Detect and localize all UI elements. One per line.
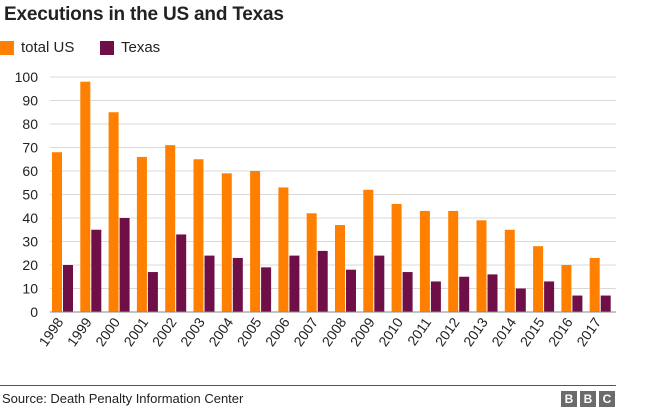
- y-tick-label: 80: [22, 116, 38, 132]
- x-tick-label: 1999: [64, 314, 95, 349]
- x-tick-label: 2016: [545, 314, 576, 349]
- bar-total-us: [589, 257, 600, 312]
- x-tick-label: 2006: [262, 314, 293, 349]
- x-tick-label: 2010: [375, 314, 406, 349]
- y-tick-label: 90: [22, 93, 38, 109]
- bar-chart: 0102030405060708090100199819992000200120…: [15, 69, 616, 349]
- bbc-logo-letter: B: [561, 391, 577, 407]
- x-tick-label: 2015: [517, 314, 548, 349]
- x-tick-label: 2014: [488, 314, 519, 349]
- bar-total-us: [448, 210, 459, 312]
- bar-texas: [289, 255, 300, 312]
- bar-texas: [487, 274, 498, 312]
- x-tick-label: 1998: [35, 314, 66, 349]
- chart-title: Executions in the US and Texas: [4, 4, 284, 25]
- x-tick-label: 2000: [92, 314, 123, 349]
- bar-texas: [63, 265, 73, 312]
- bar-total-us: [278, 187, 289, 312]
- bar-texas: [459, 276, 470, 312]
- x-tick-label: 2003: [177, 314, 208, 349]
- bbc-logo-letter: C: [599, 391, 615, 407]
- x-tick-label: 2017: [573, 314, 604, 349]
- y-tick-label: 30: [22, 234, 38, 250]
- x-tick-label: 2002: [149, 314, 180, 349]
- y-tick-label: 100: [15, 69, 39, 85]
- bar-total-us: [108, 112, 119, 312]
- bar-total-us: [306, 213, 317, 312]
- bbc-logo: B B C: [561, 391, 615, 407]
- y-tick-label: 40: [22, 210, 38, 226]
- x-tick-label: 2007: [290, 314, 321, 349]
- bar-total-us: [363, 189, 374, 312]
- x-tick-label: 2012: [432, 314, 463, 349]
- bar-total-us: [391, 203, 402, 312]
- bar-total-us: [193, 159, 204, 312]
- bar-total-us: [533, 246, 544, 312]
- x-tick-label: 2004: [205, 314, 236, 349]
- bar-texas: [430, 281, 441, 312]
- bar-texas: [572, 295, 583, 312]
- bar-texas: [176, 234, 187, 312]
- bar-texas: [232, 257, 243, 312]
- bar-total-us: [419, 210, 430, 312]
- y-tick-label: 50: [22, 187, 38, 203]
- bar-total-us: [504, 229, 515, 312]
- legend-label-texas: Texas: [121, 39, 161, 56]
- bar-texas: [147, 272, 158, 312]
- legend-item-total-us: total US: [0, 39, 74, 56]
- bar-texas: [600, 295, 611, 312]
- x-tick-label: 2011: [404, 314, 434, 348]
- legend-swatch-total-us: [0, 40, 14, 55]
- footer-divider: [0, 385, 616, 386]
- y-tick-label: 20: [22, 257, 38, 273]
- legend-label-total-us: total US: [21, 39, 75, 56]
- bar-texas: [119, 218, 130, 312]
- x-tick-label: 2008: [318, 314, 349, 349]
- bar-total-us: [335, 225, 345, 312]
- y-tick-label: 60: [22, 163, 38, 179]
- bar-texas: [402, 272, 413, 312]
- legend-item-texas: Texas: [100, 39, 160, 56]
- bar-texas: [204, 255, 215, 312]
- bar-texas: [544, 281, 555, 312]
- x-tick-label: 2001: [120, 314, 151, 349]
- y-tick-label: 70: [22, 140, 38, 156]
- bar-texas: [374, 255, 385, 312]
- bbc-logo-letter: B: [580, 391, 596, 407]
- bar-texas: [261, 267, 272, 312]
- bar-texas: [346, 269, 356, 312]
- bar-total-us: [80, 81, 91, 312]
- bar-texas: [515, 288, 526, 312]
- legend-swatch-texas: [100, 40, 114, 55]
- bar-total-us: [52, 152, 62, 312]
- source-note: Source: Death Penalty Information Center: [2, 391, 244, 406]
- bar-texas: [91, 229, 102, 312]
- bar-total-us: [250, 171, 261, 312]
- x-tick-label: 2013: [460, 314, 491, 349]
- bar-total-us: [165, 145, 176, 312]
- y-tick-label: 10: [22, 281, 38, 297]
- y-tick-label: 0: [30, 304, 38, 320]
- bar-total-us: [136, 156, 147, 312]
- x-tick-label: 2009: [347, 314, 378, 349]
- bar-total-us: [476, 220, 487, 312]
- bar-total-us: [221, 173, 232, 312]
- bar-total-us: [561, 265, 572, 312]
- bar-texas: [317, 250, 328, 312]
- x-tick-label: 2005: [234, 314, 265, 349]
